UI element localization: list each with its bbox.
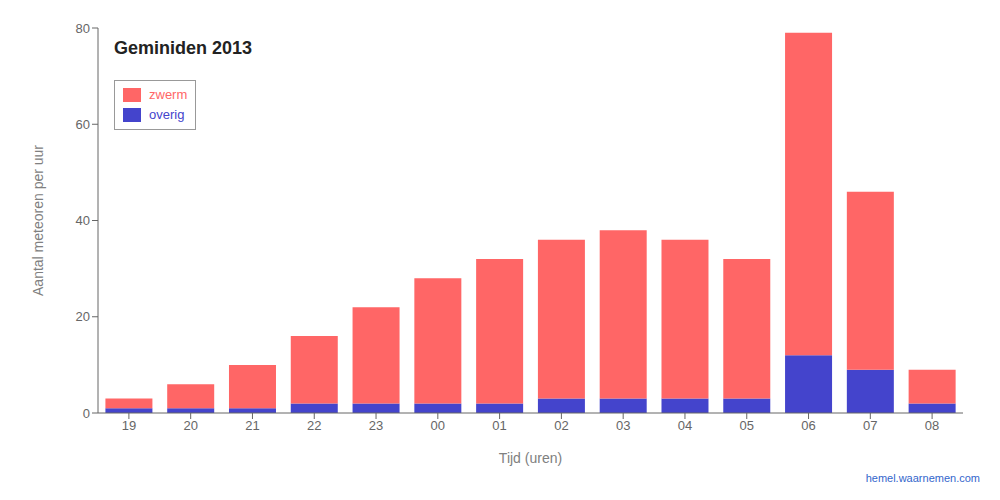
svg-text:Aantal meteoren per uur: Aantal meteoren per uur [30,145,46,296]
svg-text:40: 40 [76,213,90,228]
svg-text:60: 60 [76,117,90,132]
html-text:zwerm: zwerm [149,87,188,102]
svg-text:08: 08 [925,418,939,433]
svg-text:20: 20 [76,309,90,324]
svg-text:06: 06 [801,418,815,433]
html-text:overig: overig [149,107,185,122]
html-text:hemel.waarnemen.com: hemel.waarnemen.com [865,472,980,484]
svg-text:80: 80 [76,21,90,36]
html-text:Geminiden 2013: Geminiden 2013 [114,38,253,58]
svg-text:Tijd (uren): Tijd (uren) [499,450,562,466]
svg-text:05: 05 [740,418,754,433]
svg-text:21: 21 [245,418,259,433]
svg-text:03: 03 [616,418,630,433]
svg-text:02: 02 [554,418,568,433]
svg-text:0: 0 [83,406,90,421]
svg-text:04: 04 [678,418,692,433]
svg-text:19: 19 [122,418,136,433]
svg-text:23: 23 [369,418,383,433]
svg-text:00: 00 [431,418,445,433]
svg-text:22: 22 [307,418,321,433]
svg-text:01: 01 [492,418,506,433]
svg-text:20: 20 [183,418,197,433]
svg-text:07: 07 [863,418,877,433]
